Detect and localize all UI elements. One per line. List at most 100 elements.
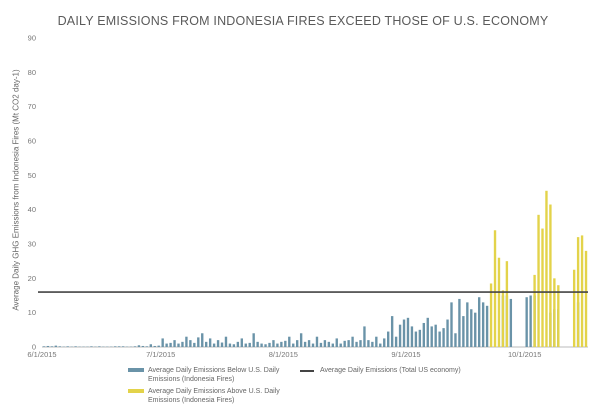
bar-above — [584, 250, 588, 347]
y-tick-label: 0 — [32, 343, 36, 352]
bar-above — [505, 261, 509, 347]
bar-below — [481, 302, 485, 347]
bar-above — [533, 274, 536, 347]
bar-below — [280, 341, 283, 347]
bar-below — [363, 326, 366, 347]
legend-swatch-reference — [300, 370, 314, 372]
bar-below — [292, 343, 295, 347]
bar-below — [268, 342, 271, 347]
bar-below — [288, 336, 291, 347]
bar-below — [90, 346, 93, 347]
bar-above — [489, 283, 493, 347]
bar-below — [299, 333, 303, 347]
bar-above — [501, 290, 505, 347]
bar-below — [228, 343, 232, 347]
x-tick-label: 8/1/2015 — [269, 350, 298, 359]
bar-below — [307, 340, 311, 347]
bar-below — [74, 346, 77, 347]
bar-below — [121, 346, 125, 347]
bar-above — [553, 278, 556, 347]
bar-below — [442, 328, 445, 347]
bar-below — [406, 317, 410, 347]
bar-below — [244, 343, 247, 347]
bar-below — [236, 341, 240, 347]
bar-below — [335, 338, 338, 347]
bar-below — [379, 343, 382, 347]
bar-below — [410, 326, 414, 347]
bar-below — [398, 324, 402, 347]
bar-below — [46, 345, 50, 347]
bar-below — [173, 340, 176, 347]
bar-below — [327, 341, 331, 347]
bar-below — [454, 333, 457, 347]
bar-below — [137, 345, 141, 347]
bar-below — [529, 295, 532, 347]
bar-below — [189, 340, 192, 347]
bar-below — [66, 346, 69, 347]
y-tick-label: 20 — [28, 274, 36, 283]
bar-below — [264, 344, 267, 347]
bar-below — [430, 326, 433, 347]
bar-below — [42, 346, 46, 347]
bar-below — [201, 333, 204, 347]
bar-below — [371, 341, 374, 347]
bar-below — [418, 329, 422, 347]
y-tick-label: 80 — [28, 68, 36, 77]
bar-below — [205, 341, 208, 347]
bar-below — [149, 344, 152, 347]
bar-below — [426, 317, 429, 347]
x-tick-label: 9/1/2015 — [391, 350, 420, 359]
bar-below — [525, 297, 528, 347]
y-tick-label: 50 — [28, 171, 36, 180]
bar-below — [98, 346, 101, 347]
bar-below — [509, 298, 513, 347]
bar-below — [478, 297, 481, 347]
bar-below — [390, 316, 394, 347]
bar-below — [347, 340, 350, 347]
y-tick-label: 90 — [28, 34, 36, 43]
bar-above — [549, 204, 552, 347]
bar-below — [450, 302, 453, 347]
bar-below — [133, 346, 137, 347]
bar-below — [359, 340, 362, 347]
bar-below — [383, 338, 386, 347]
bar-below — [232, 344, 236, 347]
bar-below — [485, 305, 489, 347]
bar-below — [117, 346, 121, 347]
bar-below — [145, 346, 149, 347]
bar-below — [311, 343, 315, 347]
y-tick-label: 70 — [28, 102, 36, 111]
bar-below — [303, 341, 307, 347]
bar-below — [157, 345, 160, 347]
bar-below — [470, 309, 473, 347]
bar-above — [541, 228, 544, 347]
bar-below — [252, 333, 255, 347]
bar-below — [422, 322, 425, 347]
bar-below — [165, 343, 168, 347]
bar-below — [216, 340, 220, 347]
legend-swatch-below — [128, 368, 144, 372]
bar-below — [197, 337, 200, 347]
chart-title: DAILY EMISSIONS FROM INDONESIA FIRES EXC… — [57, 14, 549, 28]
bar-below — [193, 342, 196, 347]
bar-below — [331, 343, 334, 347]
bar-below — [462, 316, 465, 347]
x-tick-label: 6/1/2015 — [27, 350, 56, 359]
bar-below — [240, 338, 243, 347]
legend-swatch-above — [128, 389, 144, 393]
bar-below — [434, 324, 437, 347]
bar-below — [343, 340, 346, 347]
bar-below — [394, 336, 398, 347]
y-tick-label: 10 — [28, 308, 36, 317]
bar-below — [284, 340, 287, 347]
bar-below — [276, 343, 279, 347]
bar-below — [169, 342, 172, 347]
bar-below — [224, 336, 228, 347]
y-tick-label: 60 — [28, 137, 36, 146]
bar-above — [493, 230, 497, 347]
bar-below — [181, 341, 184, 347]
bar-below — [446, 319, 449, 347]
bar-below — [315, 336, 319, 347]
bar-above — [572, 269, 576, 347]
